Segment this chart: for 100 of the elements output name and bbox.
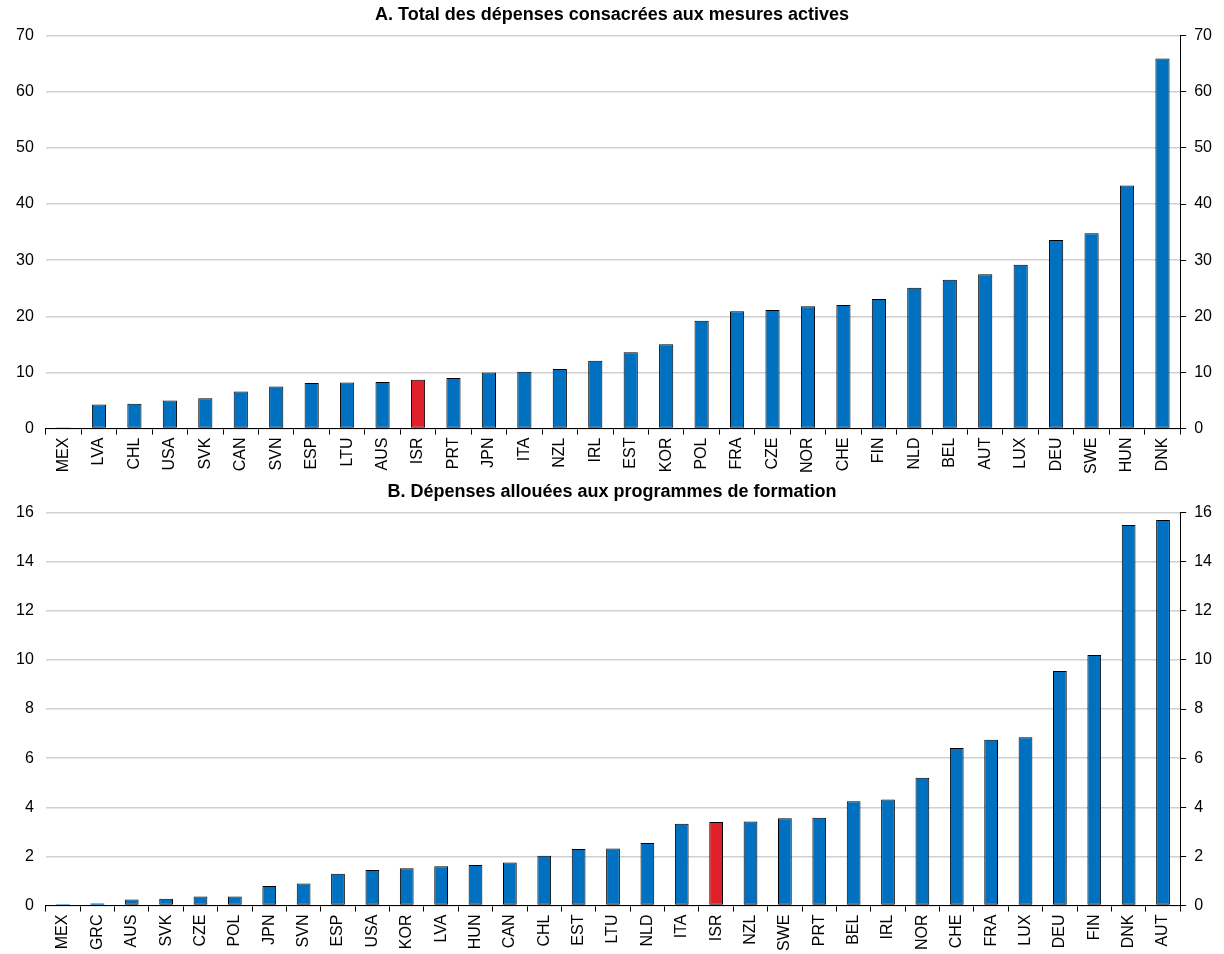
x-tick-label: DEU [1050,914,1068,949]
x-tick-label: IRL [585,437,603,463]
x-tick-label: CHL [124,437,142,470]
x-tick-label: NLD [637,914,655,947]
x-tick-label: SVN [266,437,284,471]
x-tick-label: NLD [904,437,922,470]
x-tick-label: CHL [534,914,552,947]
x-tick-label: CZE [190,914,208,947]
x-tick-label: IRL [878,914,896,940]
x-tick-label: POL [225,914,243,947]
y-tick-label: 10 [1194,362,1213,380]
x-tick-label: PRT [443,437,461,470]
x-tick-label: USA [362,914,380,948]
y-tick-label: 0 [1194,418,1204,436]
x-tick-label: EST [569,914,587,946]
y-tick-label: 60 [1194,82,1213,100]
x-tick-label: BEL [844,914,862,945]
y-tick-label: 14 [1194,552,1213,570]
x-tick-label: DEU [1046,437,1064,472]
x-tick-label: AUT [1153,914,1171,947]
y2-tick-label: 50 [16,138,34,156]
x-tick-label: EST [621,437,639,469]
x-tick-label: GRC [87,914,105,951]
x-tick-label: POL [692,437,710,470]
y-tick-label: 0 [1194,895,1204,913]
x-tick-label: SVK [195,437,213,470]
x-tick-label: ITA [672,914,690,939]
x-tick-label: BEL [940,437,958,468]
y-tick-label: 50 [1194,138,1213,156]
x-tick-label: MEX [53,914,71,950]
y2-tick-label: 2 [24,846,34,864]
y-tick-label: 40 [1194,194,1213,212]
x-tick-label: FRA [727,437,745,470]
x-tick-label: LTU [603,914,621,944]
y-tick-label: 10 [1194,650,1213,668]
x-tick-label: LUX [1015,914,1033,946]
y2-tick-label: 8 [24,699,34,717]
x-tick-label: DNK [1152,437,1170,472]
x-tick-label: ITA [514,437,532,462]
x-tick-label: ISR [706,914,724,942]
x-tick-label: SVK [156,914,174,947]
x-tick-label: LVA [89,437,107,466]
x-tick-label: JPN [259,914,277,945]
y2-tick-label: 20 [16,306,34,324]
y2-tick-label: 10 [16,650,34,668]
x-tick-label: SWE [775,914,793,952]
x-tick-label: PRT [809,914,827,947]
y2-tick-label: 0 [24,895,34,913]
y-tick-label: 70 [1194,26,1213,44]
x-tick-label: LUX [1011,437,1029,469]
y2-tick-label: 60 [16,82,34,100]
y2-tick-label: 10 [16,362,34,380]
x-tick-label: FIN [869,437,887,464]
y-tick-label: 6 [1194,748,1204,766]
x-tick-label: NZL [550,437,568,468]
chart-title: A. Total des dépenses consacrées aux mesures actives [375,3,849,24]
x-tick-label: NOR [798,437,816,474]
y2-tick-label: 0 [24,418,34,436]
y-tick-label: 30 [1194,250,1213,268]
y-tick-label: 8 [1194,699,1204,717]
x-tick-label: NOR [912,914,930,951]
x-tick-label: NZL [740,914,758,945]
x-tick-label: ESP [302,437,320,470]
x-tick-label: SWE [1081,437,1099,475]
x-tick-label: LVA [431,914,449,943]
y2-tick-label: 6 [24,748,34,766]
x-tick-label: FIN [1084,914,1102,941]
x-tick-label: ESP [328,914,346,947]
x-tick-label: CZE [762,437,780,470]
y2-tick-label: 12 [16,601,34,619]
x-tick-label: AUT [975,437,993,470]
chart-title: B. Dépenses allouées aux programmes de formation [387,480,837,501]
y-tick-label: 20 [1194,306,1213,324]
x-tick-label: CAN [231,437,249,472]
x-tick-label: MEX [53,437,71,473]
x-tick-label: HUN [465,914,483,950]
x-tick-label: SVN [294,914,312,948]
y2-tick-label: 4 [24,797,34,815]
x-tick-label: CHE [833,437,851,472]
x-tick-label: FRA [981,914,999,947]
y2-tick-label: 70 [16,26,34,44]
x-tick-label: USA [160,437,178,471]
x-tick-label: LTU [337,437,355,467]
y2-tick-label: 30 [16,250,34,268]
x-tick-label: KOR [397,914,415,950]
x-tick-label: CHE [947,914,965,949]
x-tick-label: JPN [479,437,497,468]
x-tick-label: HUN [1117,437,1135,473]
y-tick-label: 16 [1194,503,1213,521]
y2-tick-label: 40 [16,194,34,212]
y-tick-label: 4 [1194,797,1204,815]
x-tick-label: AUS [372,437,390,471]
y-tick-label: 12 [1194,601,1213,619]
x-tick-label: DNK [1119,914,1137,949]
y-tick-label: 2 [1194,846,1204,864]
y2-tick-label: 14 [16,552,34,570]
x-tick-label: KOR [656,437,674,473]
x-tick-label: ISR [408,437,426,465]
x-tick-label: CAN [500,914,518,949]
y2-tick-label: 16 [16,503,34,521]
